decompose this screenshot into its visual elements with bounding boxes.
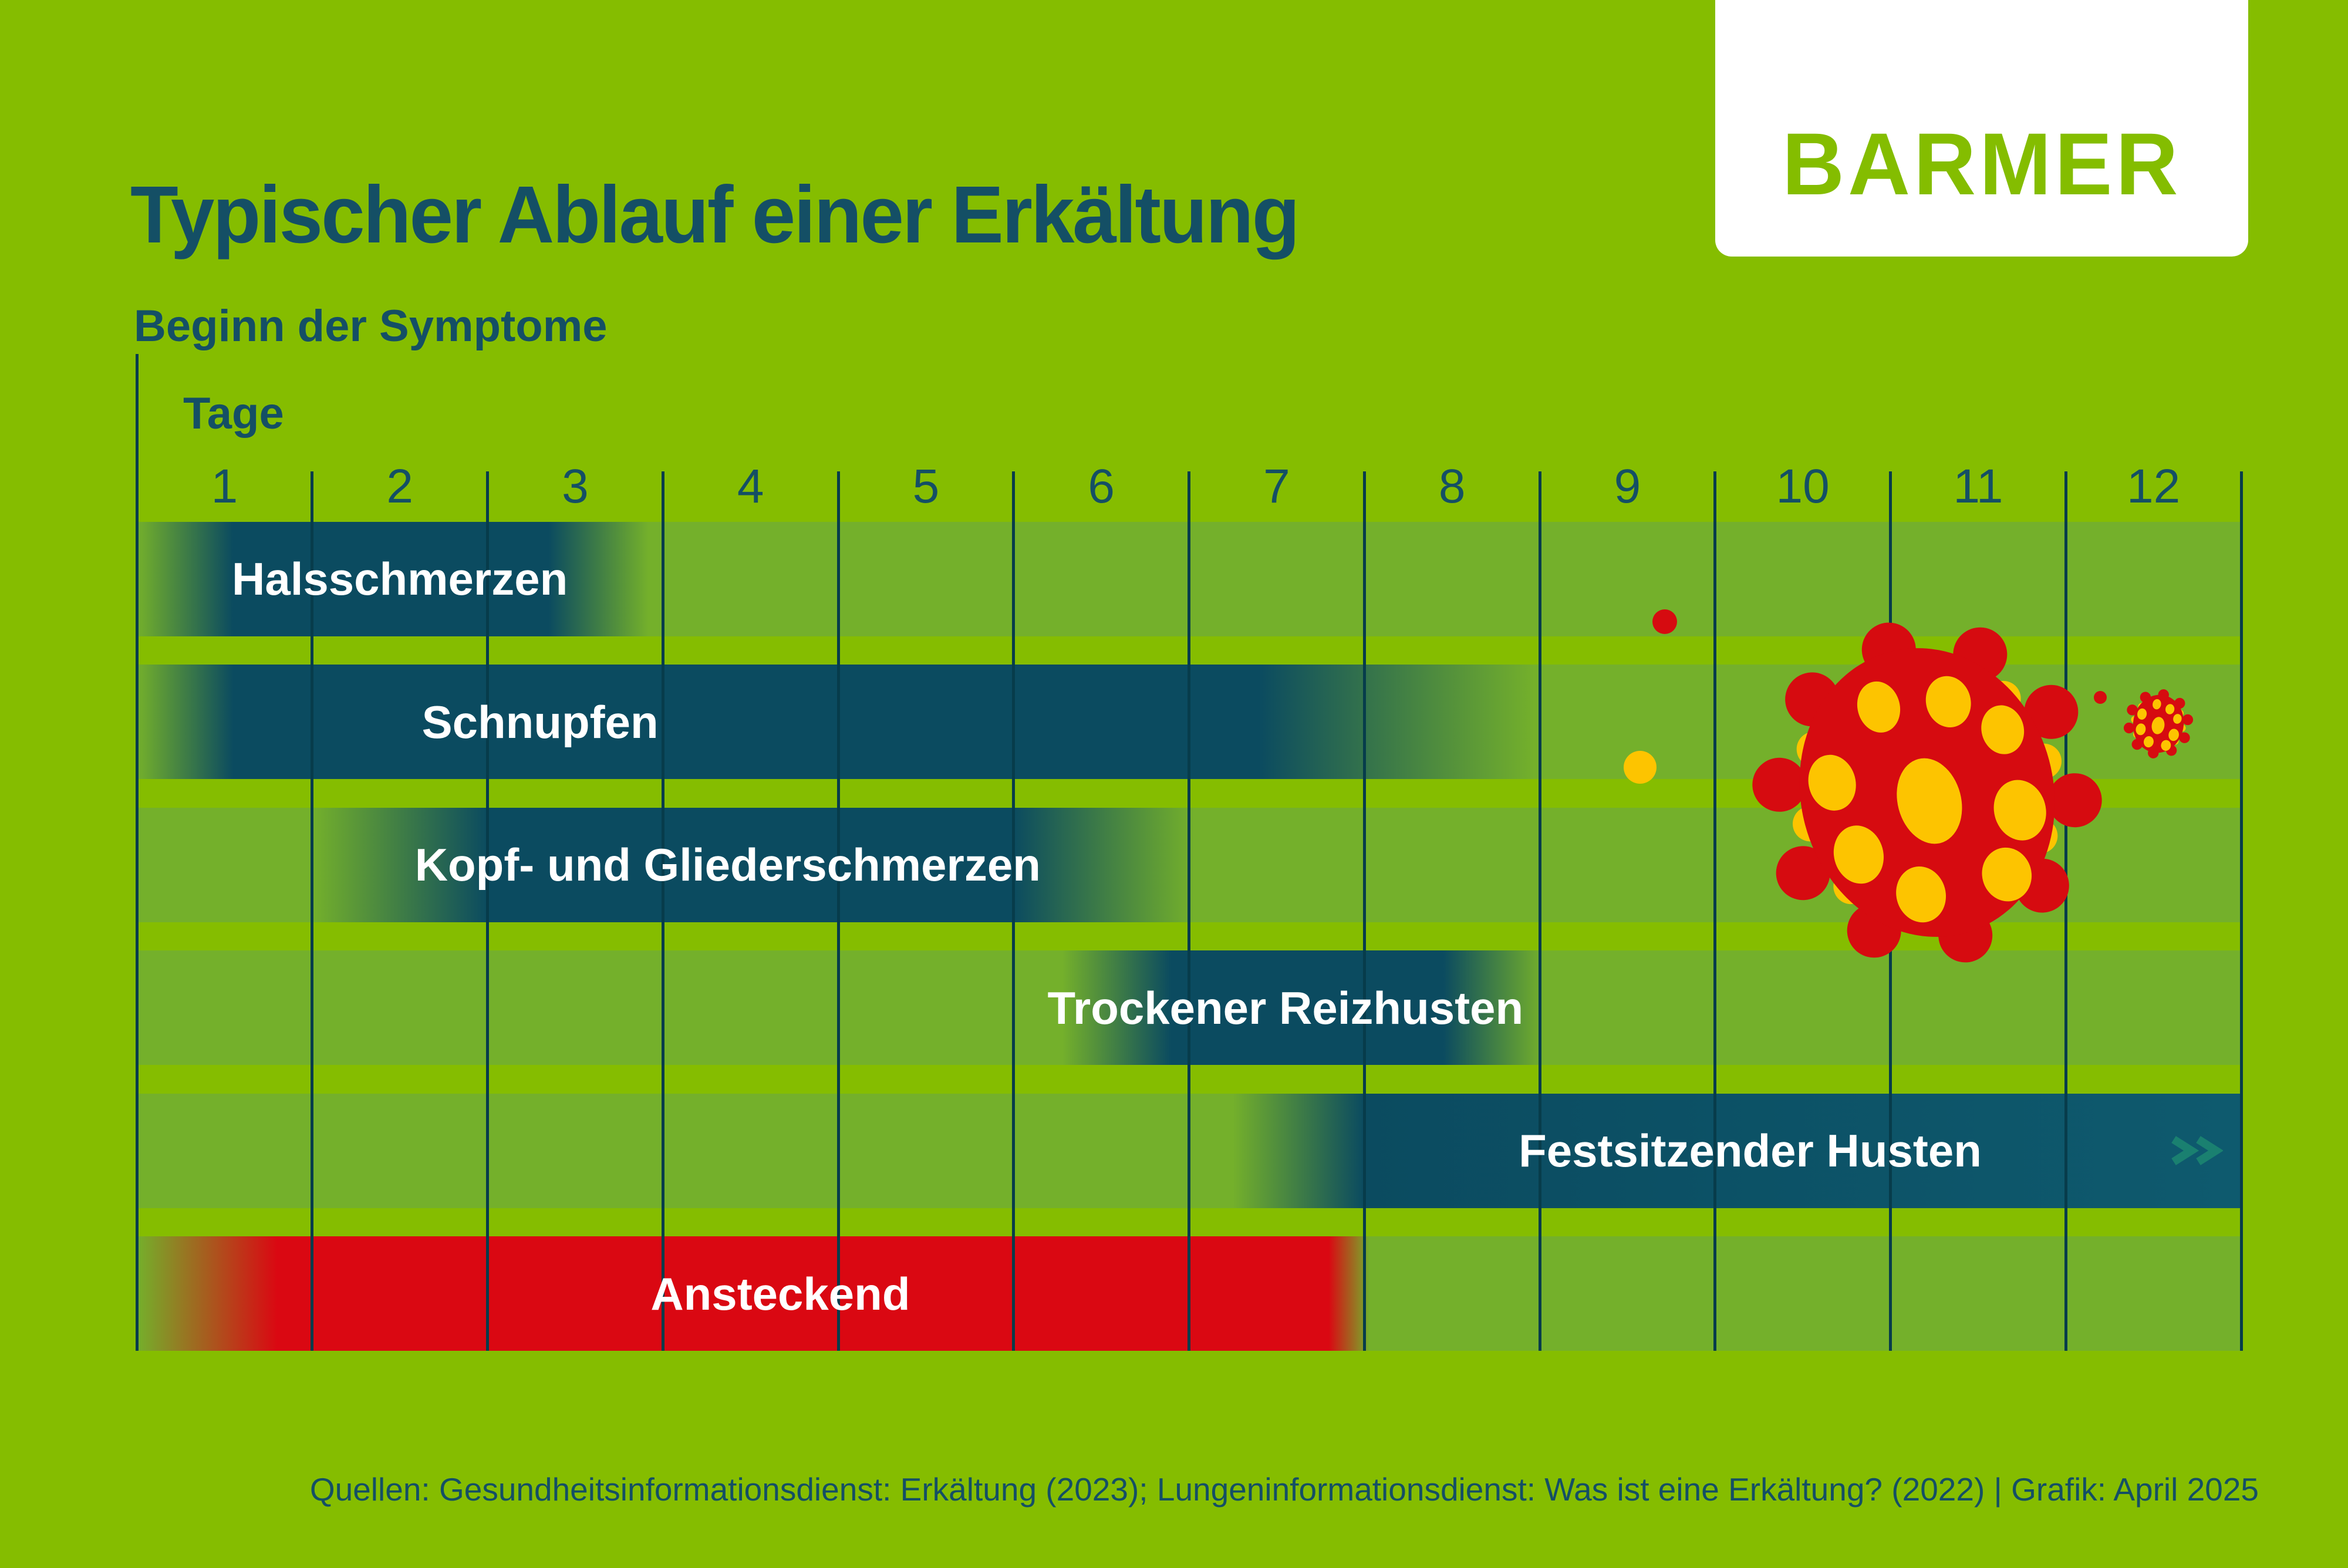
day-gridline (2239, 471, 2243, 1351)
day-gridline (1362, 471, 1366, 1351)
day-gridline (1713, 471, 1717, 1351)
virus-particle-dot (2094, 691, 2107, 704)
barmer-logo-text: BARMER (1782, 114, 2182, 213)
bar-label-kopf-und-gliederschmerzen: Kopf- und Gliederschmerzen (414, 839, 1041, 891)
day-number-6: 6 (1088, 460, 1115, 513)
virus-icon (1752, 622, 2102, 963)
day-number-11: 11 (1953, 460, 2003, 513)
bar-ansteckend (137, 1236, 1370, 1351)
day-gridline (311, 471, 314, 1351)
day-number-7: 7 (1263, 460, 1290, 513)
source-note: Quellen: Gesundheitsinformationsdienst: … (309, 1471, 2259, 1508)
x-axis-label: Tage (183, 389, 284, 439)
continues-arrow-icon (2171, 1136, 2223, 1165)
day-number-1: 1 (211, 460, 238, 513)
bar-kopf-und-gliederschmerzen (312, 807, 1195, 922)
day-number-5: 5 (912, 460, 940, 513)
day-gridline (1538, 471, 1541, 1351)
bar-schnupfen (137, 665, 1535, 779)
day-number-12: 12 (2127, 460, 2181, 513)
day-gridline (1012, 471, 1016, 1351)
bar-label-trockener-reizhusten: Trockener Reizhusten (1047, 982, 1524, 1034)
virus-particle-dot (1652, 609, 1677, 634)
day-gridline (135, 354, 139, 1351)
bar-label-ansteckend: Ansteckend (650, 1267, 910, 1320)
bar-label-halsschmerzen: Halsschmerzen (231, 553, 568, 605)
axis-annotation: Beginn der Symptome (134, 301, 608, 351)
page-title: Typischer Ablauf einer Erkältung (130, 170, 1300, 261)
day-number-8: 8 (1438, 460, 1466, 513)
barmer-logo: BARMER (1715, 0, 2248, 257)
day-number-3: 3 (562, 460, 589, 513)
day-number-4: 4 (737, 460, 764, 513)
day-gridline (661, 471, 664, 1351)
day-number-2: 2 (386, 460, 413, 513)
virus-icon-small (2123, 689, 2194, 758)
virus-particle-dot (1624, 751, 1657, 784)
bar-label-schnupfen: Schnupfen (421, 696, 659, 748)
day-number-9: 9 (1614, 460, 1641, 513)
day-gridline (486, 471, 489, 1351)
day-gridline (2064, 471, 2067, 1351)
day-number-10: 10 (1776, 460, 1830, 513)
bar-festsitzender-husten (1233, 1093, 2241, 1208)
day-gridline (1188, 471, 1190, 1351)
bar-trockener-reizhusten (1062, 950, 1543, 1065)
bar-halsschmerzen (137, 521, 649, 636)
bar-label-festsitzender-husten: Festsitzender Husten (1519, 1125, 1982, 1176)
day-gridline (836, 471, 840, 1351)
